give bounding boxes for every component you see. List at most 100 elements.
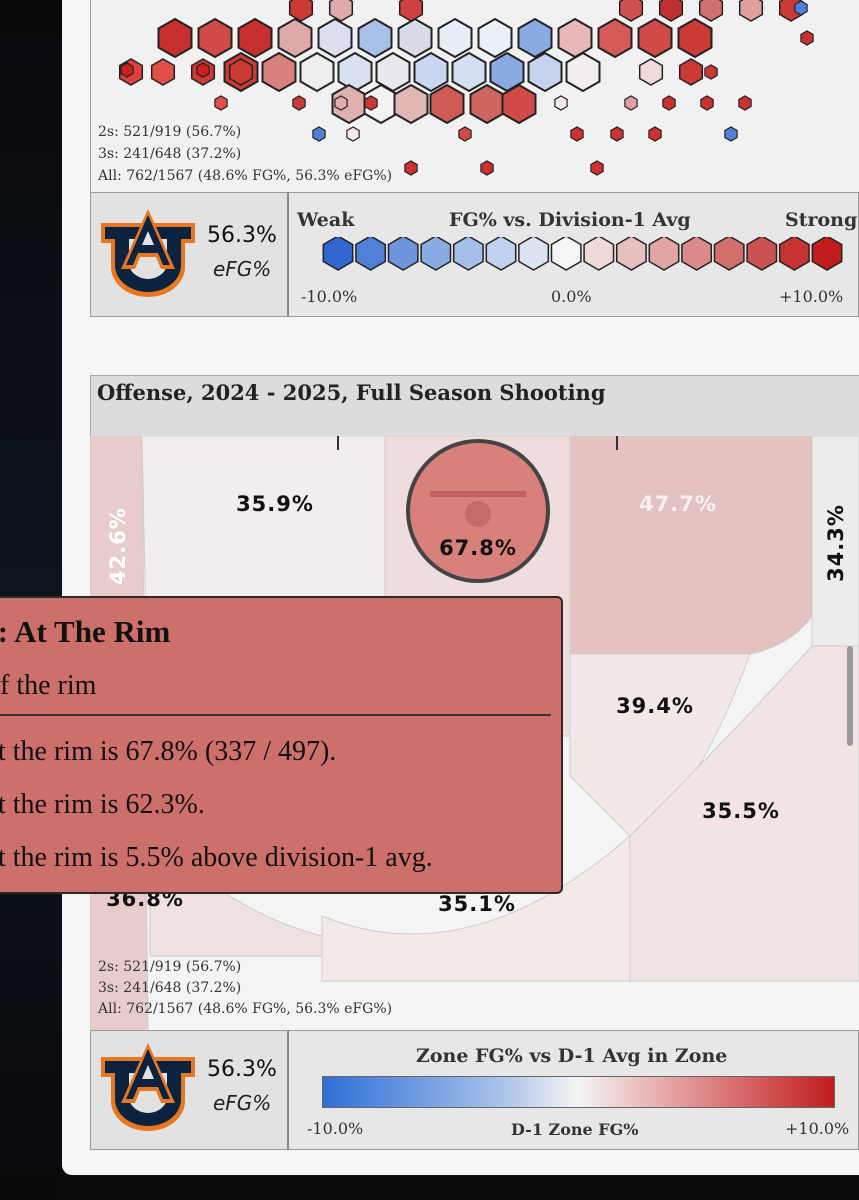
hex [277,17,313,59]
hex [322,237,354,271]
zone-label: 35.5% [702,799,780,823]
legend-min: -10.0% [301,287,358,306]
hex [624,95,638,111]
efg-value: 56.3% [207,1057,277,1082]
stat-line: All: 762/1567 (48.6% FG%, 56.3% eFG%) [98,1001,393,1017]
hex [413,51,449,93]
hex [610,126,624,142]
hex [480,160,494,176]
hex [658,0,684,22]
hex [794,0,808,16]
hex [150,58,176,86]
hex-map-svg [118,0,814,176]
hex [261,51,297,93]
tooltip-title: e: At The Rim [0,614,171,649]
stat-line: All: 762/1567 (48.6% FG%, 56.3% eFG%) [98,168,393,184]
hex [299,51,335,93]
tooltip: e: At The Rim f the rim t the rim is 67.… [0,596,563,894]
hex [292,95,306,111]
hex [800,30,814,46]
hex [550,237,582,271]
hex [288,0,314,22]
hex [557,17,593,59]
hex [615,237,647,271]
efg-label: eFG% [213,1091,272,1115]
hex [662,95,676,111]
legend-right: Strong [785,209,858,231]
hex [527,51,563,93]
hex [678,58,704,86]
zone-label: 42.6% [106,507,130,585]
gradient-bar [322,1076,835,1108]
hex [387,237,419,271]
hex [452,237,484,271]
hex [518,237,550,271]
hex [357,17,393,59]
hex [317,17,353,59]
hex [637,17,673,59]
hex [346,126,360,142]
zone-label: 34.3% [824,504,848,582]
stat-line: 3s: 241/648 (37.2%) [98,146,242,162]
hex [811,237,843,271]
hex [393,83,429,125]
hex [334,95,348,111]
zone-label: 35.9% [236,492,314,516]
legend-title: Zone FG% vs D-1 Avg in Zone [416,1045,728,1067]
hex [700,95,714,111]
efg-value: 56.3% [207,223,277,248]
hex [704,64,718,80]
hex [437,17,473,59]
hex [778,237,810,271]
hex [590,160,604,176]
stat-line: 2s: 521/919 (56.7%) [98,124,242,140]
hex [648,237,680,271]
hex [681,237,713,271]
tooltip-divider [0,714,551,716]
logo [101,1043,195,1131]
hex [738,95,752,111]
hex [228,58,254,86]
tooltip-line: t the rim is 5.5% above division-1 avg. [0,842,433,873]
hex [196,62,210,78]
tooltip-line: t the rim is 67.8% (337 / 497). [0,736,337,767]
panel-header: Offense, 2024 - 2025, Full Season Shooti… [90,375,859,437]
stat-line: 2s: 521/919 (56.7%) [98,959,242,975]
hex [485,237,517,271]
legend-max: +10.0% [779,287,844,306]
hex [583,237,615,271]
zone-label: 47.7% [639,492,717,516]
hex [328,0,354,22]
hex [197,17,233,59]
hex [157,17,193,59]
logo-box: 56.3% eFG% [90,192,289,317]
hex [501,83,537,125]
legend-box: Weak FG% vs. Division-1 Avg Strong -10.0… [289,192,859,317]
hex [698,0,724,22]
hex [618,0,644,22]
logo-box: 56.3% eFG% [90,1030,289,1150]
legend-min: -10.0% [307,1119,364,1138]
hex [120,62,134,78]
hex [397,17,433,59]
hex [214,95,228,111]
tooltip-line: t the rim is 62.3%. [0,789,205,820]
legend-mid: 0.0% [551,287,592,306]
hex [724,126,738,142]
hex [517,17,553,59]
legend-mid: D-1 Zone FG% [511,1120,639,1139]
hex [404,160,418,176]
hex [746,237,778,271]
hex [554,95,568,111]
hex [469,83,505,125]
hex [570,126,584,142]
hex-map [90,0,859,192]
panel-title: Offense, 2024 - 2025, Full Season Shooti… [97,380,606,405]
stat-line: 3s: 241/648 (37.2%) [98,980,242,996]
hex [677,17,713,59]
legend-box: Zone FG% vs D-1 Avg in Zone -10.0% D-1 Z… [289,1030,859,1150]
hex [713,237,745,271]
hex [597,17,633,59]
hex [638,58,664,86]
legend-hexes [322,237,843,271]
